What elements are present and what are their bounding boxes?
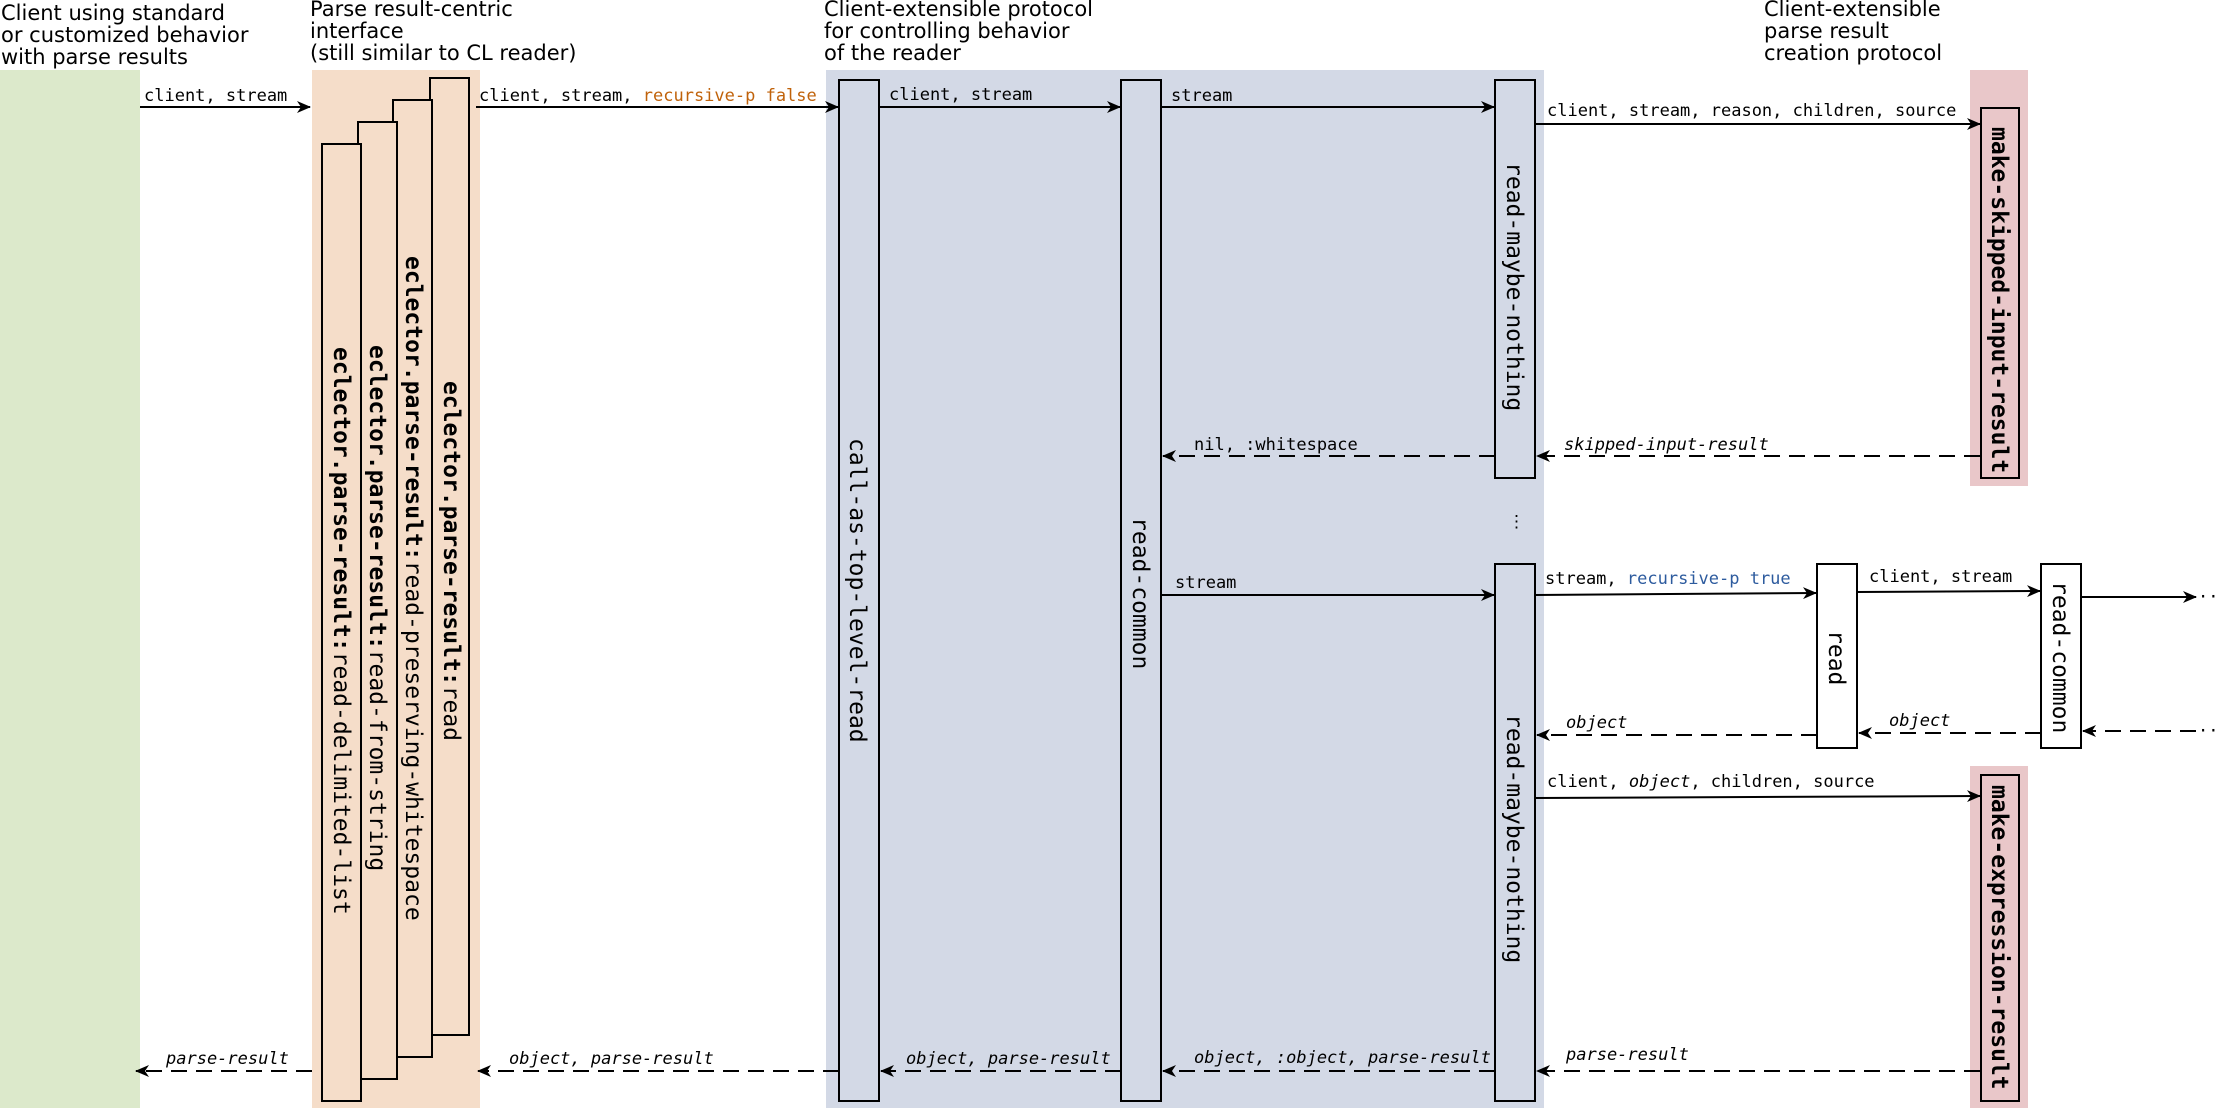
arrow-read-common-to-maybe-nothing: stream xyxy=(1161,86,1495,113)
arrow-parse-to-top-level: client, stream, recursive-p false xyxy=(476,86,839,113)
return-label-skipped-input-result: skipped-input-result xyxy=(1564,435,1769,455)
box-read-preserving-whitespace xyxy=(392,99,433,1058)
label-read-from-string: eclector.parse-result:read-from-string xyxy=(364,345,390,871)
parse-header-line1: Parse result-centric xyxy=(310,0,513,21)
return-label-nil-whitespace: nil, :whitespace xyxy=(1194,435,1358,455)
arrow-label-stream: stream xyxy=(1171,86,1232,106)
return-label-continue-2: ··· xyxy=(2198,721,2222,741)
protocol-band xyxy=(826,70,1544,1108)
creation-header-line1: Client-extensible xyxy=(1764,0,1941,21)
arrow-client-to-parse: client, stream xyxy=(140,86,311,113)
arrow-label-stream-2: stream xyxy=(1175,573,1236,593)
arrow-label-recursive-false: client, stream, recursive-p false xyxy=(479,86,817,106)
protocol-header-line1: Client-extensible protocol xyxy=(824,0,1093,21)
return-label-object-2: object xyxy=(1889,711,1950,731)
box-read-common-recursive xyxy=(2040,563,2082,749)
arrow-label-continue-1: ··· xyxy=(2198,587,2222,607)
arrow-maybe-nothing-to-skipped: client, stream, reason, children, source xyxy=(1535,101,1981,130)
box-make-expression-result xyxy=(1980,774,2020,1102)
return-label-object-1: object xyxy=(1566,713,1627,733)
return-maybe-nothing-to-read-common: nil, :whitespace xyxy=(1162,435,1495,462)
label-read-recursive: read xyxy=(1823,630,1849,685)
arrow-label-client-stream: client, stream xyxy=(144,86,287,106)
return-top-level-to-parse: object, parse-result xyxy=(477,1049,839,1077)
return-read-to-maybe-nothing: object xyxy=(1536,713,1817,741)
return-label-object-parse-result-1: object, parse-result xyxy=(906,1049,1111,1069)
box-read xyxy=(429,77,470,1036)
label-read: eclector.parse-result:read xyxy=(438,381,464,741)
ellipsis: ⋮ xyxy=(1508,512,1525,532)
client-band xyxy=(0,70,140,1108)
label-read-delimited-list: eclector.parse-result:read-delimited-lis… xyxy=(328,347,354,915)
box-read-from-string xyxy=(357,121,398,1080)
arrow-label-recursive-true: stream, recursive-p true xyxy=(1545,569,1791,589)
parse-header: Parse result-centric interface (still si… xyxy=(310,0,576,65)
box-read-maybe-nothing-2 xyxy=(1494,563,1536,1102)
return-label-parse-result-1: parse-result xyxy=(1565,1045,1689,1065)
arrow-maybe-nothing-to-expression: client, object, children, source xyxy=(1534,772,1981,803)
label-read-preserving-whitespace: eclector.parse-result:read-preserving-wh… xyxy=(400,256,426,921)
protocol-header-line3: of the reader xyxy=(824,41,961,65)
return-label-object-parse-result-2: object, parse-result xyxy=(509,1049,714,1069)
client-header-line1: Client using standard xyxy=(1,1,225,25)
return-label-parse-result-2: parse-result xyxy=(165,1049,289,1069)
return-read-common-to-top-level: object, parse-result xyxy=(880,1049,1121,1077)
arrow-label-expression-args: client, object, children, source xyxy=(1547,772,1875,792)
creation-header-line2: parse result xyxy=(1764,19,1889,43)
arrow-top-level-to-read-common: client, stream xyxy=(879,85,1121,113)
return-maybe-nothing-to-read-common-2: object, :object, parse-result xyxy=(1162,1048,1495,1077)
protocol-header: Client-extensible protocol for controlli… xyxy=(824,0,1093,65)
arrow-read-common-to-maybe-nothing-2: stream xyxy=(1161,573,1495,601)
client-header: Client using standard or customized beha… xyxy=(1,1,249,69)
arrow-read-to-read-common: client, stream xyxy=(1856,567,2041,598)
box-call-as-top-level-read xyxy=(838,79,880,1102)
creation-header: Client-extensible parse result creation … xyxy=(1764,0,1942,65)
box-read-maybe-nothing-1 xyxy=(1494,79,1536,479)
client-header-line2: or customized behavior xyxy=(1,23,249,47)
arrow-label-client-stream-2: client, stream xyxy=(889,85,1032,105)
return-expression-to-maybe-nothing: parse-result xyxy=(1536,1045,1980,1077)
return-skipped-to-maybe-nothing: skipped-input-result xyxy=(1536,435,1980,462)
return-read-common-to-read: object xyxy=(1858,711,2041,739)
arrow-read-common-onward: ··· xyxy=(2081,587,2222,607)
label-call-as-top-level-read: call-as-top-level-read xyxy=(844,438,870,743)
parse-header-line2: interface xyxy=(310,19,404,43)
label-make-expression-result: make-expression-result xyxy=(1986,785,2012,1090)
box-make-skipped-input-result xyxy=(1980,107,2020,479)
label-read-maybe-nothing-2: read-maybe-nothing xyxy=(1501,714,1527,963)
client-header-line3: with parse results xyxy=(1,45,188,69)
box-read-recursive xyxy=(1816,563,1858,749)
box-read-common xyxy=(1120,79,1162,1102)
label-make-skipped-input-result: make-skipped-input-result xyxy=(1986,127,2012,473)
creation-header-line3: creation protocol xyxy=(1764,41,1942,65)
return-onward-to-read-common: ··· xyxy=(2082,721,2222,741)
arrow-label-skipped-args: client, stream, reason, children, source xyxy=(1547,101,1956,121)
box-read-delimited-list xyxy=(321,143,362,1102)
protocol-header-line2: for controlling behavior xyxy=(824,19,1070,43)
arrow-label-client-stream-3: client, stream xyxy=(1869,567,2012,587)
parse-header-line3: (still similar to CL reader) xyxy=(310,41,576,65)
label-read-maybe-nothing-1: read-maybe-nothing xyxy=(1501,162,1527,411)
label-read-common-recursive: read-common xyxy=(2047,581,2073,733)
label-read-common: read-common xyxy=(1127,517,1153,669)
return-label-object-object-parse-result: object, :object, parse-result xyxy=(1194,1048,1491,1068)
return-parse-to-client: parse-result xyxy=(135,1049,312,1077)
arrow-maybe-nothing-to-read: stream, recursive-p true xyxy=(1534,569,1817,600)
